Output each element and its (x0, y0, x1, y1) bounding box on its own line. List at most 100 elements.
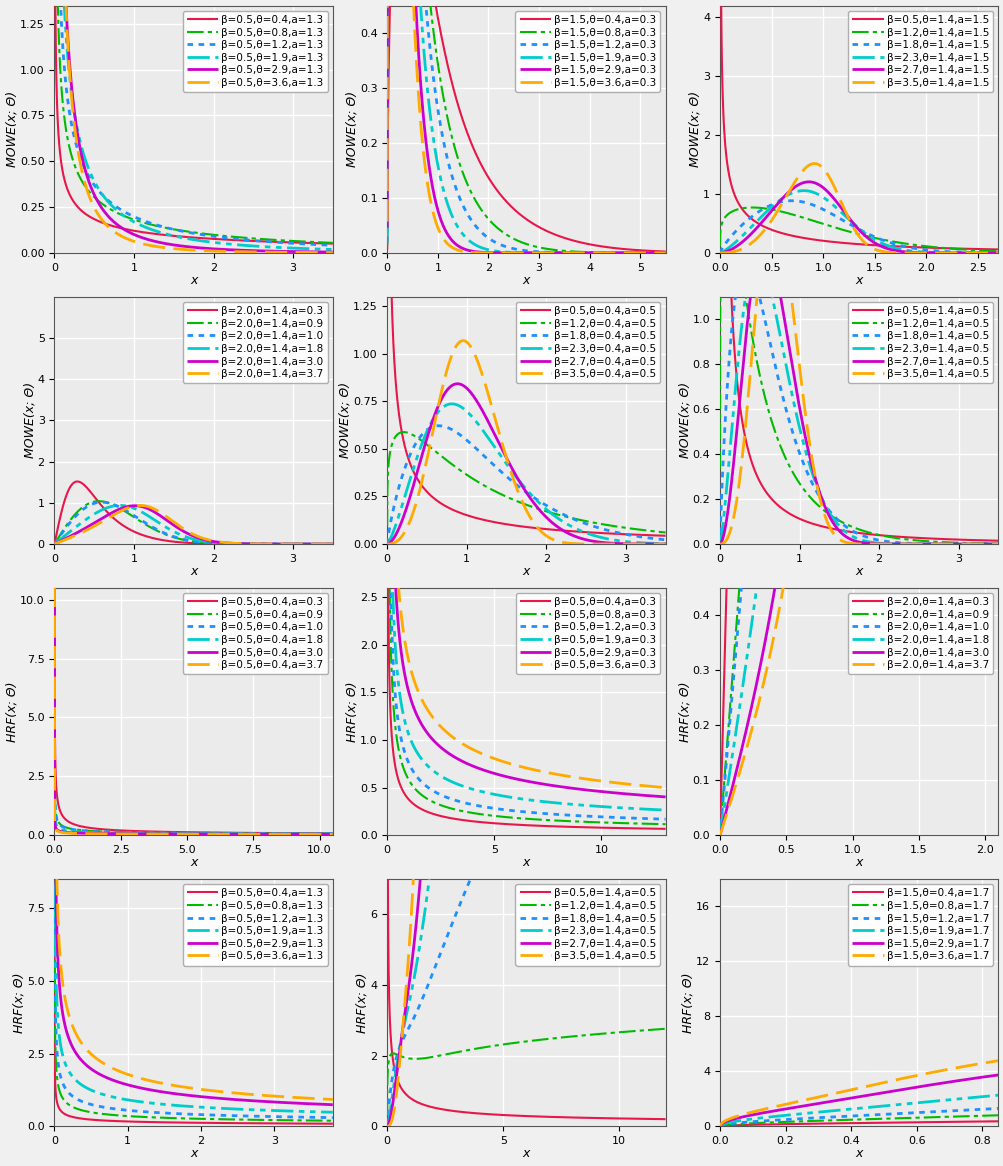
β=1.5,θ=0.8,a=0.3 (624, 246, 636, 260)
β=1.8,θ=1.4,a=1.5 (956, 245, 968, 259)
β=0.5,θ=0.4,a=0.9 (291, 827, 303, 841)
β=2.7,θ=1.4,a=1.5 (820, 184, 832, 198)
β=3.5,θ=0.4,a=0.5 (456, 333, 468, 347)
β=3.5,θ=1.4,a=1.5 (745, 236, 757, 250)
β=2.0,θ=1.4,a=0.3 (734, 86, 746, 100)
β=0.5,θ=0.8,a=1.3 (291, 234, 303, 248)
β=2.0,θ=1.4,a=3.0 (819, 142, 831, 156)
Line: β=0.5,θ=0.8,a=1.3: β=0.5,θ=0.8,a=1.3 (54, 385, 332, 1121)
β=2.0,θ=1.4,a=3.7 (986, 86, 998, 100)
β=0.5,θ=0.4,a=0.5 (624, 527, 636, 541)
β=1.8,θ=0.4,a=0.5 (432, 419, 444, 433)
β=0.5,θ=2.9,a=1.3 (168, 1087, 180, 1101)
Line: β=2.0,θ=1.4,a=0.9: β=2.0,θ=1.4,a=0.9 (719, 93, 997, 835)
β=0.5,θ=0.4,a=1.0 (291, 827, 303, 841)
β=2.0,θ=1.4,a=3.0 (761, 618, 773, 632)
β=0.5,θ=3.6,a=1.3 (321, 1093, 333, 1107)
β=2.0,θ=1.4,a=0.9 (761, 217, 773, 231)
β=0.5,θ=0.4,a=1.3 (155, 1115, 168, 1129)
β=2.0,θ=1.4,a=1.8 (80, 512, 92, 526)
β=0.5,θ=0.8,a=1.3 (326, 236, 338, 250)
β=1.5,θ=0.4,a=1.7 (832, 1116, 845, 1130)
β=2.0,θ=1.4,a=0.3 (832, 86, 845, 100)
β=0.5,θ=0.4,a=0.3 (653, 822, 665, 836)
β=3.5,θ=1.4,a=0.5 (820, 514, 832, 528)
β=0.5,θ=1.4,a=1.5 (986, 243, 998, 257)
β=0.5,θ=0.4,a=0.9 (155, 826, 168, 840)
β=0.5,θ=1.2,a=1.3 (96, 188, 108, 202)
β=1.8,θ=1.4,a=0.5 (820, 500, 832, 514)
Line: β=1.5,θ=0.8,a=1.7: β=1.5,θ=0.8,a=1.7 (719, 1115, 997, 1126)
β=0.5,θ=0.8,a=1.3 (96, 1107, 108, 1121)
β=3.5,θ=1.4,a=0.5 (654, 378, 666, 392)
Line: β=2.0,θ=1.4,a=1.8: β=2.0,θ=1.4,a=1.8 (719, 93, 997, 835)
β=3.5,θ=1.4,a=0.5 (659, 378, 671, 392)
β=1.5,θ=0.8,a=1.7 (991, 1108, 1003, 1122)
Line: β=0.5,θ=0.8,a=0.3: β=0.5,θ=0.8,a=0.3 (387, 93, 665, 824)
β=2.0,θ=1.4,a=3.0 (713, 828, 725, 842)
β=1.5,θ=3.6,a=1.7 (819, 1088, 831, 1102)
β=1.5,θ=2.9,a=0.3 (624, 246, 636, 260)
β=1.5,θ=0.8,a=0.3 (499, 227, 512, 241)
β=3.5,θ=0.4,a=0.5 (412, 486, 424, 500)
Line: β=0.5,θ=0.4,a=3.7: β=0.5,θ=0.4,a=3.7 (54, 433, 332, 835)
Line: β=2.0,θ=1.4,a=1.0: β=2.0,θ=1.4,a=1.0 (719, 93, 997, 835)
β=1.5,θ=2.9,a=0.3 (487, 246, 499, 260)
β=0.5,θ=0.4,a=1.3 (80, 1112, 92, 1126)
β=2.0,θ=1.4,a=0.3 (168, 535, 180, 549)
β=1.5,θ=1.9,a=0.3 (499, 245, 512, 259)
β=2.3,θ=1.4,a=1.5 (761, 203, 773, 217)
Line: β=3.5,θ=0.4,a=0.5: β=3.5,θ=0.4,a=0.5 (387, 340, 665, 545)
β=2.0,θ=1.4,a=1.0 (956, 86, 968, 100)
Line: β=2.0,θ=1.4,a=0.3: β=2.0,θ=1.4,a=0.3 (54, 482, 332, 545)
β=1.5,θ=2.9,a=0.3 (659, 246, 671, 260)
Y-axis label: MOWE(x; Θ): MOWE(x; Θ) (688, 91, 701, 167)
β=0.5,θ=0.4,a=0.9 (48, 86, 60, 100)
β=2.0,θ=1.4,a=3.0 (321, 538, 333, 552)
β=2.0,θ=1.4,a=1.0 (820, 86, 832, 100)
β=1.5,θ=0.4,a=0.3 (487, 180, 499, 194)
β=0.5,θ=1.2,a=0.3 (499, 803, 512, 817)
β=1.8,θ=0.4,a=0.5 (654, 533, 666, 547)
β=0.5,θ=0.8,a=1.3 (80, 181, 92, 195)
β=0.5,θ=1.2,a=1.3 (155, 1105, 168, 1119)
β=0.5,θ=1.4,a=0.5 (381, 378, 393, 392)
β=0.5,θ=0.8,a=0.3 (381, 86, 393, 100)
β=0.5,θ=3.6,a=0.3 (487, 751, 499, 765)
β=2.7,θ=1.4,a=0.5 (986, 538, 998, 552)
β=2.3,θ=1.4,a=1.5 (820, 192, 832, 206)
β=3.5,θ=1.4,a=0.5 (429, 378, 441, 392)
β=2.7,θ=1.4,a=0.5 (429, 655, 441, 669)
β=1.8,θ=1.4,a=0.5 (991, 538, 1003, 552)
β=0.5,θ=1.2,a=0.3 (624, 812, 636, 826)
β=2.3,θ=0.4,a=0.5 (412, 445, 424, 459)
β=1.5,θ=1.2,a=1.7 (761, 1114, 773, 1128)
β=2.0,θ=1.4,a=0.9 (93, 494, 105, 508)
β=0.5,θ=0.4,a=1.3 (326, 1117, 338, 1131)
Line: β=0.5,θ=2.9,a=1.3: β=0.5,θ=2.9,a=1.3 (54, 0, 332, 252)
β=2.7,θ=1.4,a=1.5 (713, 246, 725, 260)
β=2.7,θ=0.4,a=0.5 (659, 538, 671, 552)
β=2.3,θ=1.4,a=0.5 (654, 378, 666, 392)
β=1.2,θ=1.4,a=1.5 (956, 243, 968, 257)
β=0.5,θ=1.4,a=1.5 (819, 234, 831, 248)
β=0.5,θ=3.6,a=1.3 (155, 240, 168, 254)
β=2.7,θ=0.4,a=0.5 (487, 427, 499, 441)
β=3.5,θ=1.4,a=0.5 (487, 378, 499, 392)
β=0.5,θ=1.4,a=1.5 (761, 222, 773, 236)
β=2.0,θ=1.4,a=1.8 (155, 518, 168, 532)
β=0.5,θ=1.9,a=1.3 (291, 1104, 303, 1118)
β=0.5,θ=1.2,a=0.3 (487, 801, 499, 815)
Legend: β=0.5,θ=1.4,a=0.5, β=1.2,θ=1.4,a=0.5, β=1.8,θ=1.4,a=0.5, β=2.3,θ=1.4,a=0.5, β=2.: β=0.5,θ=1.4,a=0.5, β=1.2,θ=1.4,a=0.5, β=… (515, 884, 660, 965)
β=2.0,θ=1.4,a=0.9 (713, 828, 725, 842)
β=2.0,θ=1.4,a=3.0 (824, 86, 837, 100)
β=0.5,θ=0.4,a=0.9 (321, 827, 333, 841)
Line: β=1.5,θ=1.9,a=0.3: β=1.5,θ=1.9,a=0.3 (387, 0, 665, 253)
β=1.5,θ=3.6,a=1.7 (986, 1054, 998, 1068)
Line: β=2.7,θ=0.4,a=0.5: β=2.7,θ=0.4,a=0.5 (387, 384, 665, 545)
Line: β=2.0,θ=1.4,a=1.8: β=2.0,θ=1.4,a=1.8 (54, 505, 332, 545)
β=0.5,θ=1.2,a=1.3 (326, 1111, 338, 1125)
X-axis label: x: x (190, 274, 198, 287)
β=3.5,θ=0.4,a=0.5 (381, 538, 393, 552)
β=3.5,θ=1.4,a=0.5 (422, 378, 434, 392)
